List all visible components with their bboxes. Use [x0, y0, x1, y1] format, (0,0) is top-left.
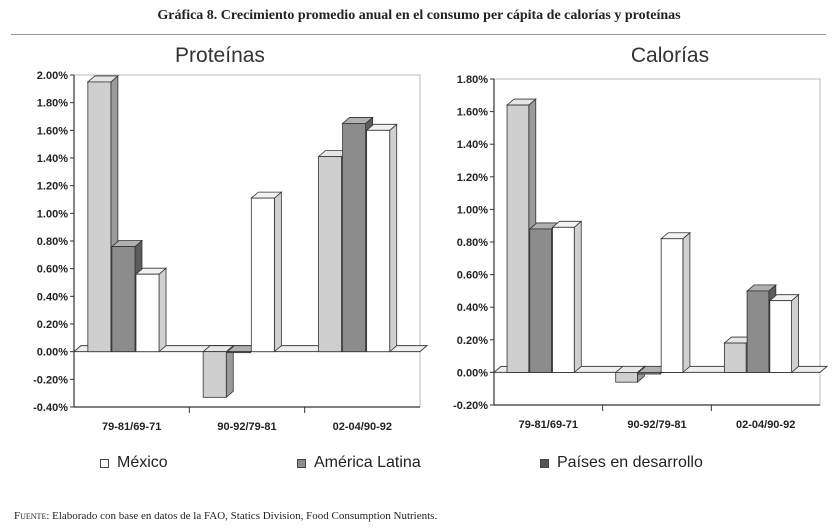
- y-tick-label: 0.20%: [457, 335, 488, 347]
- y-tick-label: -0.20%: [453, 400, 488, 412]
- chart-proteinas: Proteínas 2.00% 1.80% 1.60% 1.40% 1.20% 1.00% 0…: [33, 44, 429, 433]
- bar: [551, 220, 583, 374]
- y-tick-label: -0.40%: [33, 402, 68, 414]
- page-title: Gráfica 8. Crecimiento promedio anual en…: [157, 8, 681, 23]
- bar-front: [366, 129, 391, 353]
- x-tick-label: 79-81/69-71: [102, 421, 161, 433]
- y-tick-label: 2.00%: [37, 70, 68, 82]
- x-tick-label: 02-04/90-92: [333, 421, 392, 433]
- y-tick-label: 0.60%: [37, 264, 68, 276]
- bar-side: [682, 231, 691, 374]
- bar-side: [158, 267, 167, 353]
- legend-label-america-latina: América Latina: [314, 454, 421, 471]
- y-tick-label: 0.80%: [37, 236, 68, 248]
- bar-side: [273, 191, 282, 353]
- legend-label-mexico: México: [117, 454, 168, 471]
- bar-front: [87, 81, 112, 353]
- chart-calorias: Calorías 1.80% 1.60% 1.40% 1.20% 1.00% 0.80% 0.…: [453, 44, 829, 431]
- bar-front: [250, 197, 275, 353]
- y-tick-label: -0.20%: [33, 374, 68, 386]
- source-text: : Elaborado con base en datos de la FAO,…: [46, 510, 438, 522]
- y-tick-label: 0.00%: [37, 347, 68, 359]
- bar-front: [552, 226, 575, 373]
- legend-item-mexico: México: [100, 454, 168, 472]
- bar-front: [318, 156, 342, 353]
- x-tick-label: 79-81/69-71: [519, 419, 578, 431]
- bar-front: [638, 371, 661, 375]
- x-tick-label: 90-92/79-81: [217, 421, 276, 433]
- bar-front: [226, 351, 251, 354]
- x-tick-label: 90-92/79-81: [627, 419, 686, 431]
- bar-front: [111, 246, 136, 353]
- legend-swatch-america-latina: [297, 458, 306, 468]
- y-tick-label: 0.00%: [457, 367, 488, 379]
- bar: [134, 267, 168, 353]
- source-prefix: Fuente: [14, 510, 47, 522]
- x-tick-label: 02-04/90-92: [736, 419, 795, 431]
- y-tick-label: 0.40%: [37, 291, 68, 303]
- bar-front: [202, 351, 227, 398]
- bar-side: [573, 220, 582, 374]
- legend-swatch-mexico: [100, 458, 109, 468]
- y-tick-label: 1.20%: [457, 172, 488, 184]
- legend-label-paises-desarrollo: Países en desarrollo: [557, 454, 703, 471]
- bar: [365, 123, 398, 353]
- y-tick-label: 1.80%: [37, 98, 68, 110]
- title-divider: [11, 34, 826, 35]
- source-note: Fuente: Elaborado con base en datos de l…: [14, 510, 437, 522]
- chart-title: Proteínas: [175, 44, 265, 67]
- legend-item-america-latina: América Latina: [297, 454, 421, 472]
- y-tick-label: 1.80%: [457, 74, 488, 86]
- bar-front: [615, 371, 638, 383]
- y-tick-label: 1.00%: [37, 208, 68, 220]
- bar: [768, 293, 800, 374]
- y-tick-label: 0.20%: [37, 319, 68, 331]
- bar-front: [723, 342, 747, 373]
- bar-front: [342, 123, 367, 353]
- bar-front: [135, 273, 160, 353]
- bar-front: [769, 300, 792, 373]
- y-tick-label: 1.40%: [37, 153, 68, 165]
- y-tick-label: 0.40%: [457, 302, 488, 314]
- bar-front: [660, 238, 684, 373]
- bar: [660, 231, 691, 374]
- y-tick-label: 0.60%: [457, 270, 488, 282]
- bar-front: [746, 290, 770, 373]
- legend-swatch-paises-desarrollo: [540, 458, 549, 468]
- legend: México América Latina Países en desarrol…: [0, 454, 838, 480]
- y-tick-label: 1.60%: [457, 107, 488, 119]
- bar-front: [506, 104, 530, 373]
- bar: [202, 344, 235, 399]
- bar-side: [389, 123, 398, 353]
- y-tick-label: 1.20%: [37, 181, 68, 193]
- legend-item-paises-desarrollo: Países en desarrollo: [540, 454, 703, 472]
- bar-front: [529, 228, 552, 373]
- y-tick-label: 1.60%: [37, 125, 68, 137]
- bar-side: [225, 344, 234, 399]
- y-tick-label: 0.80%: [457, 237, 488, 249]
- bar-side: [791, 293, 799, 374]
- y-tick-label: 1.40%: [457, 139, 488, 151]
- chart-title: Calorías: [631, 44, 709, 67]
- bar: [250, 191, 283, 353]
- y-tick-label: 1.00%: [457, 204, 488, 216]
